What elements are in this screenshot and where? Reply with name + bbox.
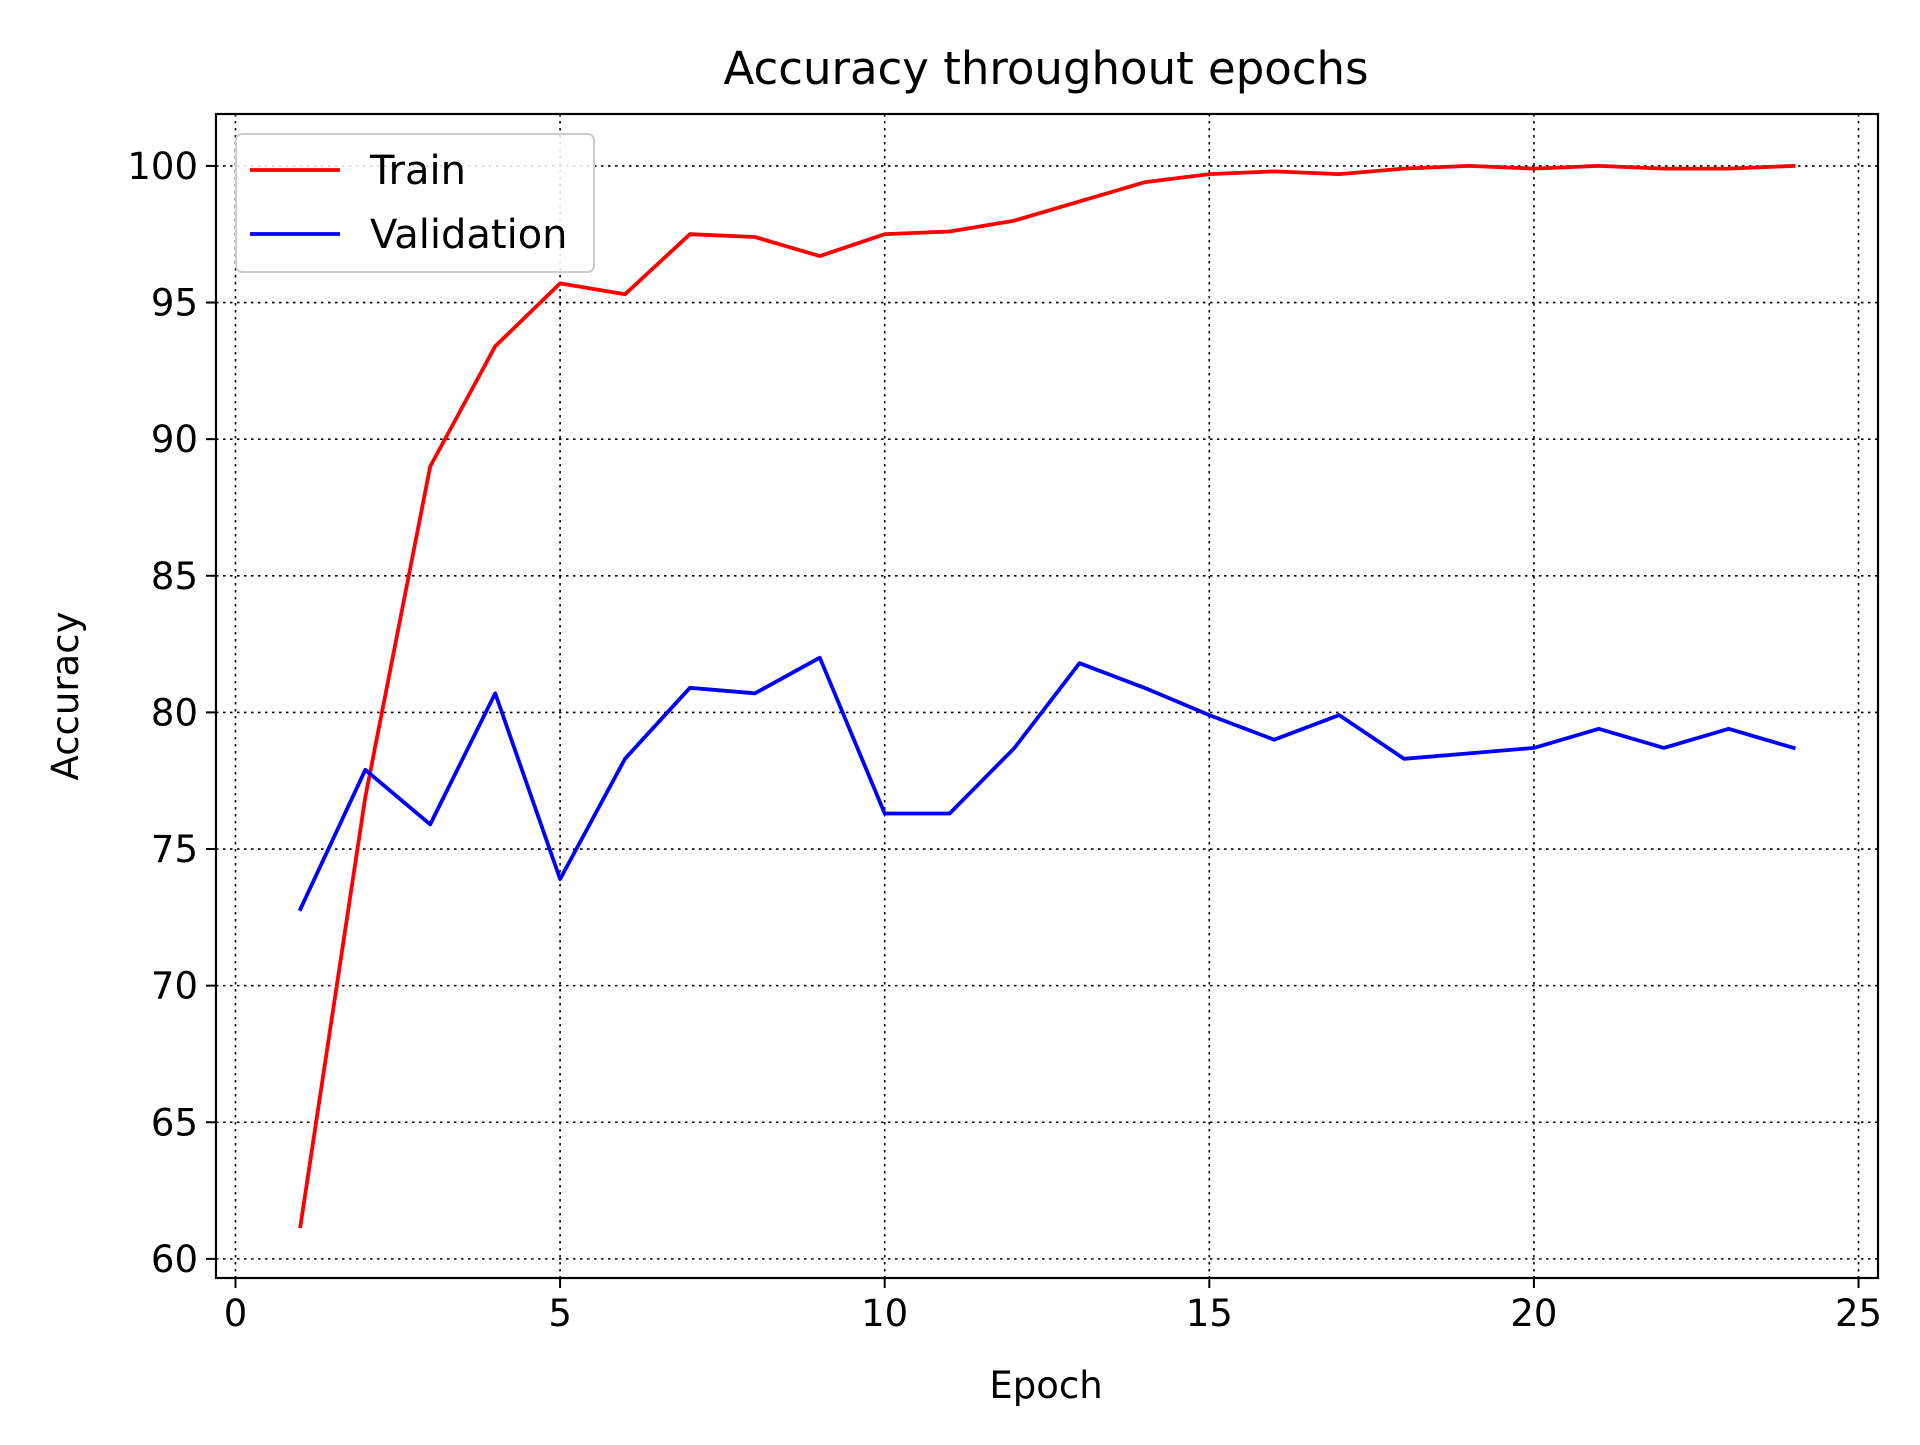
y-tick-label: 65 (151, 1101, 198, 1144)
x-tick-label: 10 (861, 1292, 908, 1335)
y-tick-label: 75 (151, 828, 198, 871)
y-tick-label: 85 (151, 555, 198, 598)
y-tick-label: 70 (151, 965, 198, 1008)
tick-layer: 0 5 10 15 20 25 60 65 70 75 80 85 90 95 100 (127, 145, 1882, 1335)
y-tick-label: 60 (151, 1238, 198, 1281)
x-tick-label: 5 (548, 1292, 572, 1335)
x-tick-label: 15 (1186, 1292, 1233, 1335)
series-layer (297, 163, 1796, 1229)
x-tick-label: 20 (1510, 1292, 1557, 1335)
y-axis-label: Accuracy (44, 612, 87, 781)
grid-layer (216, 114, 1878, 1278)
chart-title: Accuracy throughout epochs (723, 42, 1368, 95)
series-line-train (298, 163, 1796, 1229)
y-tick-label: 90 (151, 418, 198, 461)
x-tick-label: 25 (1835, 1292, 1882, 1335)
legend-label-train: Train (369, 148, 466, 194)
axes-frame (214, 112, 1880, 1280)
y-tick-label: 100 (127, 145, 198, 188)
legend: Train Validation (235, 133, 595, 273)
x-axis-label: Epoch (989, 1364, 1102, 1407)
x-tick-label: 0 (224, 1292, 248, 1335)
y-tick-label: 95 (151, 282, 198, 325)
series-line-validation (297, 655, 1796, 912)
y-tick-label: 80 (151, 691, 198, 734)
legend-label-validation: Validation (370, 212, 568, 258)
